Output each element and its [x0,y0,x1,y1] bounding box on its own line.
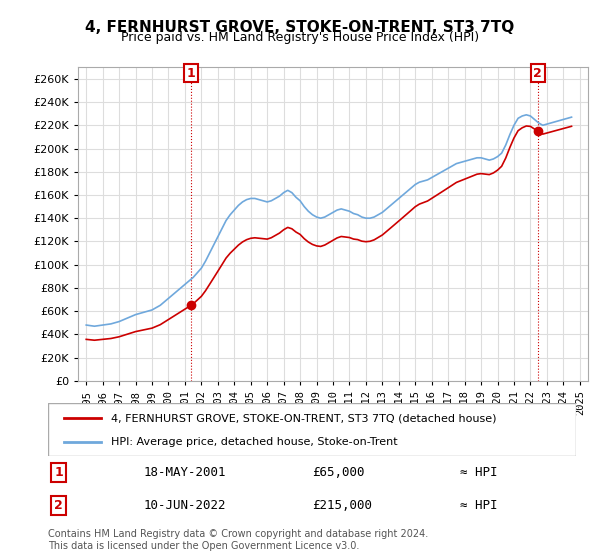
Text: 2: 2 [54,499,63,512]
Text: HPI: Average price, detached house, Stoke-on-Trent: HPI: Average price, detached house, Stok… [112,436,398,446]
Text: £215,000: £215,000 [312,499,372,512]
Text: £65,000: £65,000 [312,466,365,479]
Text: Price paid vs. HM Land Registry's House Price Index (HPI): Price paid vs. HM Land Registry's House … [121,31,479,44]
Text: 1: 1 [187,67,196,80]
Text: 18-MAY-2001: 18-MAY-2001 [143,466,226,479]
FancyBboxPatch shape [48,403,576,456]
Text: ≈ HPI: ≈ HPI [460,466,497,479]
Text: 10-JUN-2022: 10-JUN-2022 [143,499,226,512]
Text: ≈ HPI: ≈ HPI [460,499,497,512]
Text: Contains HM Land Registry data © Crown copyright and database right 2024.
This d: Contains HM Land Registry data © Crown c… [48,529,428,551]
Text: 2: 2 [533,67,542,80]
Text: 4, FERNHURST GROVE, STOKE-ON-TRENT, ST3 7TQ: 4, FERNHURST GROVE, STOKE-ON-TRENT, ST3 … [85,20,515,35]
Text: 1: 1 [54,466,63,479]
Text: 4, FERNHURST GROVE, STOKE-ON-TRENT, ST3 7TQ (detached house): 4, FERNHURST GROVE, STOKE-ON-TRENT, ST3 … [112,413,497,423]
